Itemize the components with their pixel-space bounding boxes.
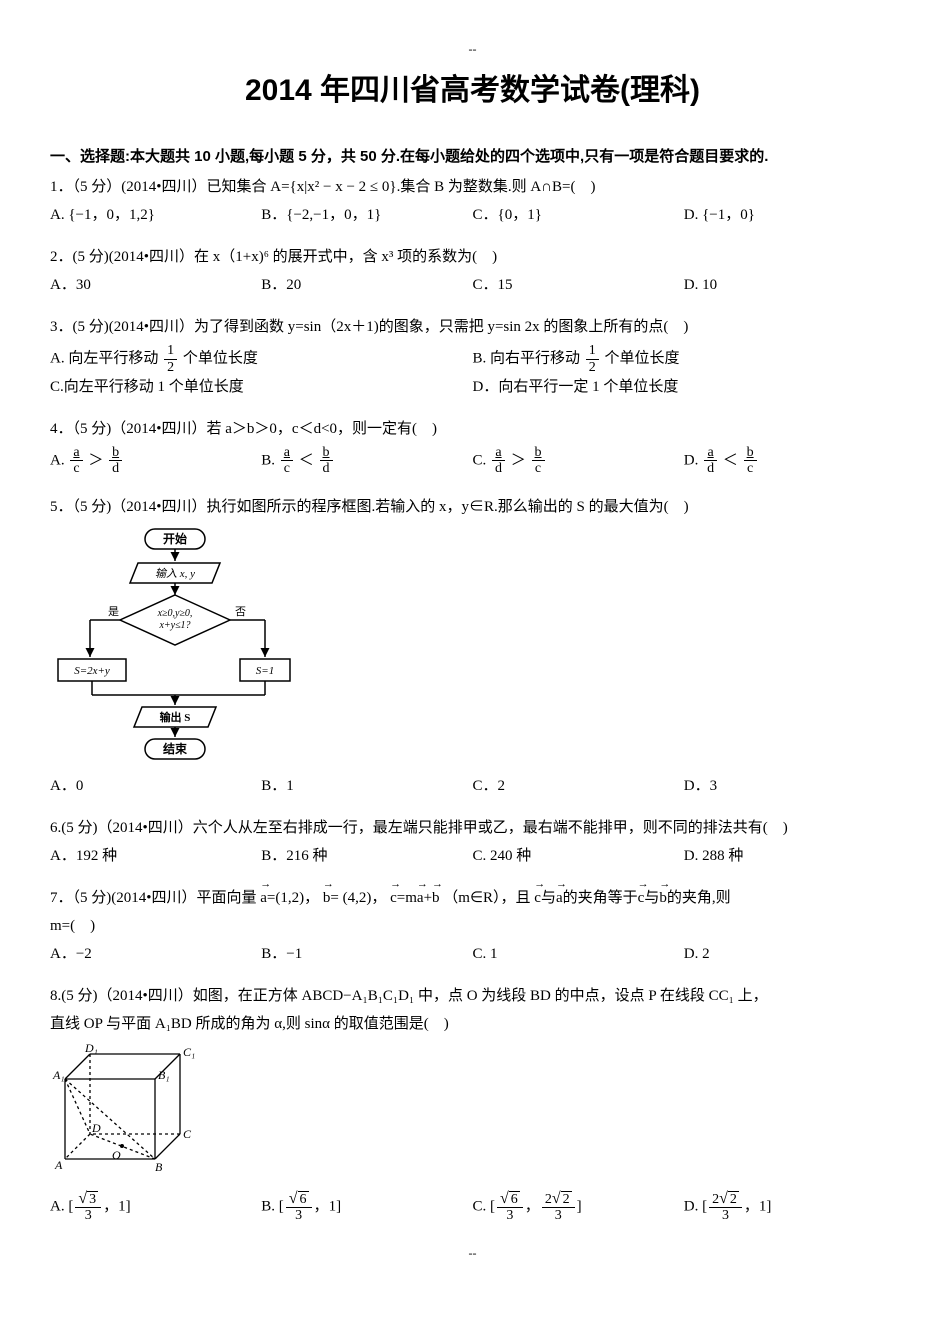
q8-opt-a: A. [√33，1] xyxy=(50,1190,261,1224)
q7-stem: 7．（5 分)(2014•四川）平面向量 a=(1,2)， b= (4,2)， … xyxy=(50,886,895,910)
q7-opt-c: C. 1 xyxy=(473,942,684,966)
svg-text:D₁: D₁ xyxy=(84,1044,98,1055)
q3-opt-b: B. 向右平行移动 1 2 个单位长度 xyxy=(473,343,896,375)
page-title: 2014 年四川省高考数学试卷(理科) xyxy=(50,67,895,115)
q3-stem: 3．(5 分)(2014•四川）为了得到函数 y=sin（2x＋1)的图象，只需… xyxy=(50,315,895,339)
svg-text:输入 x, y: 输入 x, y xyxy=(155,567,195,580)
q5-opt-a: A．0 xyxy=(50,774,261,798)
q6-opt-b: B．216 种 xyxy=(261,844,472,868)
question-8: 8.(5 分)（2014•四川）如图，在正方体 ABCD−A₁B₁C₁D₁ 中，… xyxy=(50,984,895,1224)
svg-text:S=1: S=1 xyxy=(256,665,274,677)
fraction-half: 1 2 xyxy=(164,343,177,375)
q6-options: A．192 种 B．216 种 C. 240 种 D. 288 种 xyxy=(50,844,895,868)
q7-opt-b: B．−1 xyxy=(261,942,472,966)
q1-stem: 1．（5 分）(2014•四川）已知集合 A={x|x² − x − 2 ≤ 0… xyxy=(50,175,895,199)
svg-text:x+y≤1?: x+y≤1? xyxy=(158,620,190,631)
fraction-half: 1 2 xyxy=(586,343,599,375)
svg-text:D: D xyxy=(91,1121,101,1135)
q5-opt-c: C．2 xyxy=(473,774,684,798)
svg-text:S=2x+y: S=2x+y xyxy=(74,665,110,677)
q1-opt-a: A. {−1，0，1,2} xyxy=(50,203,261,227)
q1-options: A. {−1，0，1,2} B．{−2,−1，0，1} C．{0，1} D. {… xyxy=(50,203,895,227)
svg-text:x≥0,y≥0,: x≥0,y≥0, xyxy=(157,608,193,619)
svg-text:C: C xyxy=(183,1127,192,1141)
svg-text:输出 S: 输出 S xyxy=(160,710,191,724)
question-2: 2．(5 分)(2014•四川）在 x（1+x)⁶ 的展开式中，含 x³ 项的系… xyxy=(50,245,895,297)
question-5: 5．（5 分)（2014•四川）执行如图所示的程序框图.若输入的 x，y∈R.那… xyxy=(50,495,895,798)
svg-text:A: A xyxy=(54,1158,63,1172)
flowchart-svg: 开始 输入 x, y x≥0,y≥0, x+y≤1? 是 否 S=2x+y S=… xyxy=(50,527,310,762)
question-1: 1．（5 分）(2014•四川）已知集合 A={x|x² − x − 2 ≤ 0… xyxy=(50,175,895,227)
svg-text:B₁: B₁ xyxy=(158,1068,170,1082)
q8-stem-1: 8.(5 分)（2014•四川）如图，在正方体 ABCD−A₁B₁C₁D₁ 中，… xyxy=(50,984,895,1008)
q3-opt-a: A. 向左平行移动 1 2 个单位长度 xyxy=(50,343,473,375)
q2-options: A．30 B．20 C．15 D. 10 xyxy=(50,273,895,297)
svg-text:A₁: A₁ xyxy=(52,1068,65,1082)
svg-text:B: B xyxy=(155,1160,163,1174)
section-1-heading: 一、选择题:本大题共 10 小题,每小题 5 分，共 50 分.在每小题给处的四… xyxy=(50,145,895,169)
q2-opt-b: B．20 xyxy=(261,273,472,297)
q3-opt-d: D．向右平行一定 1 个单位长度 xyxy=(473,375,896,399)
cube-svg: D₁ C₁ A₁ B₁ D C A B O xyxy=(50,1044,200,1174)
q3-a-post: 个单位长度 xyxy=(183,351,258,367)
vector-b: b xyxy=(323,886,331,910)
svg-text:否: 否 xyxy=(235,606,246,618)
q3-b-post: 个单位长度 xyxy=(605,351,680,367)
vector-c: c xyxy=(390,886,397,910)
q4-opt-c: C. ad ＞ bc xyxy=(473,445,684,477)
q2-opt-d: D. 10 xyxy=(684,273,895,297)
q2-opt-c: C．15 xyxy=(473,273,684,297)
question-3: 3．(5 分)(2014•四川）为了得到函数 y=sin（2x＋1)的图象，只需… xyxy=(50,315,895,399)
q4-opt-d: D. ad ＜ bc xyxy=(684,445,895,477)
question-4: 4．（5 分)（2014•四川）若 a＞b＞0，c＜d<0，则一定有( ) A.… xyxy=(50,417,895,477)
svg-text:是: 是 xyxy=(108,605,119,618)
q1-opt-b: B．{−2,−1，0，1} xyxy=(261,203,472,227)
q7-opt-a: A．−2 xyxy=(50,942,261,966)
q4-opt-a: A. ac ＞ bd xyxy=(50,445,261,477)
q6-opt-c: C. 240 种 xyxy=(473,844,684,868)
q8-opt-c: C. [√63，2√23] xyxy=(473,1190,684,1224)
q4-options: A. ac ＞ bd B. ac ＜ bd C. ad ＞ bc D. ad ＜… xyxy=(50,445,895,477)
q2-stem: 2．(5 分)(2014•四川）在 x（1+x)⁶ 的展开式中，含 x³ 项的系… xyxy=(50,245,895,269)
question-6: 6.(5 分)（2014•四川）六个人从左至右排成一行，最左端只能排甲或乙，最右… xyxy=(50,816,895,868)
q8-opt-b: B. [√63，1] xyxy=(261,1190,472,1224)
vector-a: a xyxy=(260,886,267,910)
footer-dash: -- xyxy=(50,1244,895,1263)
q4-opt-b: B. ac ＜ bd xyxy=(261,445,472,477)
q3-opt-c: C.向左平行移动 1 个单位长度 xyxy=(50,375,473,399)
q5-options: A．0 B．1 C．2 D．3 xyxy=(50,774,895,798)
q8-options: A. [√33，1] B. [√63，1] C. [√63，2√23] D. [… xyxy=(50,1190,895,1224)
q7-stem-2: m=( ) xyxy=(50,914,895,938)
q3-a-pre: A. 向左平行移动 xyxy=(50,351,158,367)
q2-opt-a: A．30 xyxy=(50,273,261,297)
q8-opt-d: D. [2√23，1] xyxy=(684,1190,895,1224)
question-7: 7．（5 分)(2014•四川）平面向量 a=(1,2)， b= (4,2)， … xyxy=(50,886,895,966)
q1-opt-c: C．{0，1} xyxy=(473,203,684,227)
header-dash: -- xyxy=(50,40,895,59)
q6-opt-a: A．192 种 xyxy=(50,844,261,868)
svg-text:O: O xyxy=(112,1148,121,1162)
q5-opt-d: D．3 xyxy=(684,774,895,798)
q1-opt-d: D. {−1，0} xyxy=(684,203,895,227)
cube-figure: D₁ C₁ A₁ B₁ D C A B O xyxy=(50,1044,895,1182)
q5-stem: 5．（5 分)（2014•四川）执行如图所示的程序框图.若输入的 x，y∈R.那… xyxy=(50,495,895,519)
q7-opt-d: D. 2 xyxy=(684,942,895,966)
svg-text:结束: 结束 xyxy=(163,741,188,756)
flowchart-figure: 开始 输入 x, y x≥0,y≥0, x+y≤1? 是 否 S=2x+y S=… xyxy=(50,527,895,770)
q4-stem: 4．（5 分)（2014•四川）若 a＞b＞0，c＜d<0，则一定有( ) xyxy=(50,417,895,441)
q6-stem: 6.(5 分)（2014•四川）六个人从左至右排成一行，最左端只能排甲或乙，最右… xyxy=(50,816,895,840)
svg-text:开始: 开始 xyxy=(163,531,187,546)
q3-b-pre: B. 向右平行移动 xyxy=(473,351,581,367)
q6-opt-d: D. 288 种 xyxy=(684,844,895,868)
q8-stem-2: 直线 OP 与平面 A₁BD 所成的角为 α,则 sinα 的取值范围是( ) xyxy=(50,1012,895,1036)
q5-opt-b: B．1 xyxy=(261,774,472,798)
svg-text:C₁: C₁ xyxy=(183,1045,195,1059)
q3-options: A. 向左平行移动 1 2 个单位长度 B. 向右平行移动 1 2 个单位长度 … xyxy=(50,343,895,399)
q7-options: A．−2 B．−1 C. 1 D. 2 xyxy=(50,942,895,966)
